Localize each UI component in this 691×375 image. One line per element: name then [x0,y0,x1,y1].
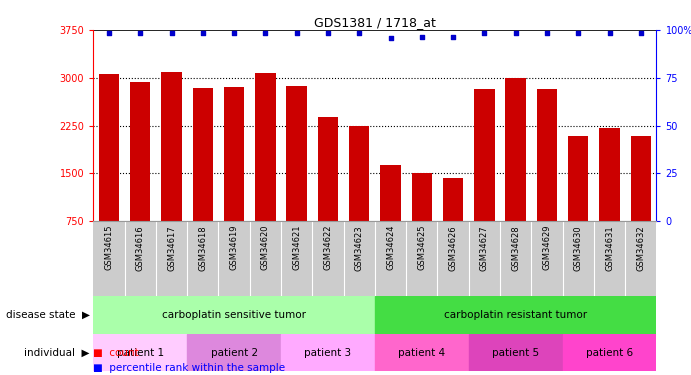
Text: GSM34623: GSM34623 [354,225,363,271]
Bar [474,89,495,221]
Text: GSM34630: GSM34630 [574,225,583,271]
Text: GSM34617: GSM34617 [167,225,176,271]
Bar [375,334,468,371]
Point [197,30,208,36]
Text: GSM34626: GSM34626 [448,225,457,271]
Text: GSM34632: GSM34632 [636,225,645,271]
Point [604,30,615,36]
Point [573,30,584,36]
Bar [255,73,276,221]
Text: patient 2: patient 2 [211,348,258,357]
Text: GSM34628: GSM34628 [511,225,520,271]
Text: GSM34621: GSM34621 [292,225,301,270]
Text: patient 1: patient 1 [117,348,164,357]
Bar [287,86,307,221]
Point [354,30,365,36]
Bar [93,334,187,371]
Bar [281,334,375,371]
Bar [443,178,463,221]
Point [260,30,271,36]
Bar [412,173,432,221]
Point [291,30,302,36]
Text: GSM34625: GSM34625 [417,225,426,270]
Bar [130,82,151,221]
Bar [562,334,656,371]
Text: ■  count: ■ count [93,348,139,358]
Point [385,35,396,41]
Bar [349,126,370,221]
Bar [568,136,589,221]
Text: GSM34631: GSM34631 [605,225,614,271]
Point [104,30,115,36]
Bar [631,136,651,221]
Text: GSM34620: GSM34620 [261,225,270,270]
Bar [375,296,656,334]
Bar [506,78,526,221]
Text: patient 4: patient 4 [398,348,446,357]
Point [479,30,490,36]
Bar [380,165,401,221]
Point [542,30,553,36]
Text: GSM34624: GSM34624 [386,225,395,270]
Text: individual  ▶: individual ▶ [24,348,90,357]
Text: GSM34629: GSM34629 [542,225,551,270]
Text: GSM34622: GSM34622 [323,225,332,270]
Bar [468,334,562,371]
Bar [318,117,338,221]
Text: disease state  ▶: disease state ▶ [6,310,90,320]
Bar [599,128,620,221]
Point [229,30,240,36]
Text: carboplatin sensitive tumor: carboplatin sensitive tumor [162,310,306,320]
Point [323,30,334,36]
Title: GDS1381 / 1718_at: GDS1381 / 1718_at [314,16,436,29]
Bar [99,74,119,221]
Text: GSM34619: GSM34619 [229,225,238,270]
Text: patient 5: patient 5 [492,348,539,357]
Text: patient 6: patient 6 [586,348,633,357]
Text: carboplatin resistant tumor: carboplatin resistant tumor [444,310,587,320]
Point [635,30,646,36]
Text: GSM34618: GSM34618 [198,225,207,271]
Text: patient 3: patient 3 [304,348,352,357]
Point [510,30,521,36]
Bar [161,72,182,221]
Bar [187,334,281,371]
Bar [224,87,244,221]
Text: GSM34616: GSM34616 [135,225,144,271]
Text: GSM34615: GSM34615 [104,225,113,270]
Bar [193,88,213,221]
Point [135,30,146,36]
Bar [93,296,375,334]
Point [416,34,427,40]
Bar [537,88,557,221]
Text: ■  percentile rank within the sample: ■ percentile rank within the sample [93,363,285,373]
Text: GSM34627: GSM34627 [480,225,489,271]
Point [166,30,177,36]
Point [448,34,459,40]
